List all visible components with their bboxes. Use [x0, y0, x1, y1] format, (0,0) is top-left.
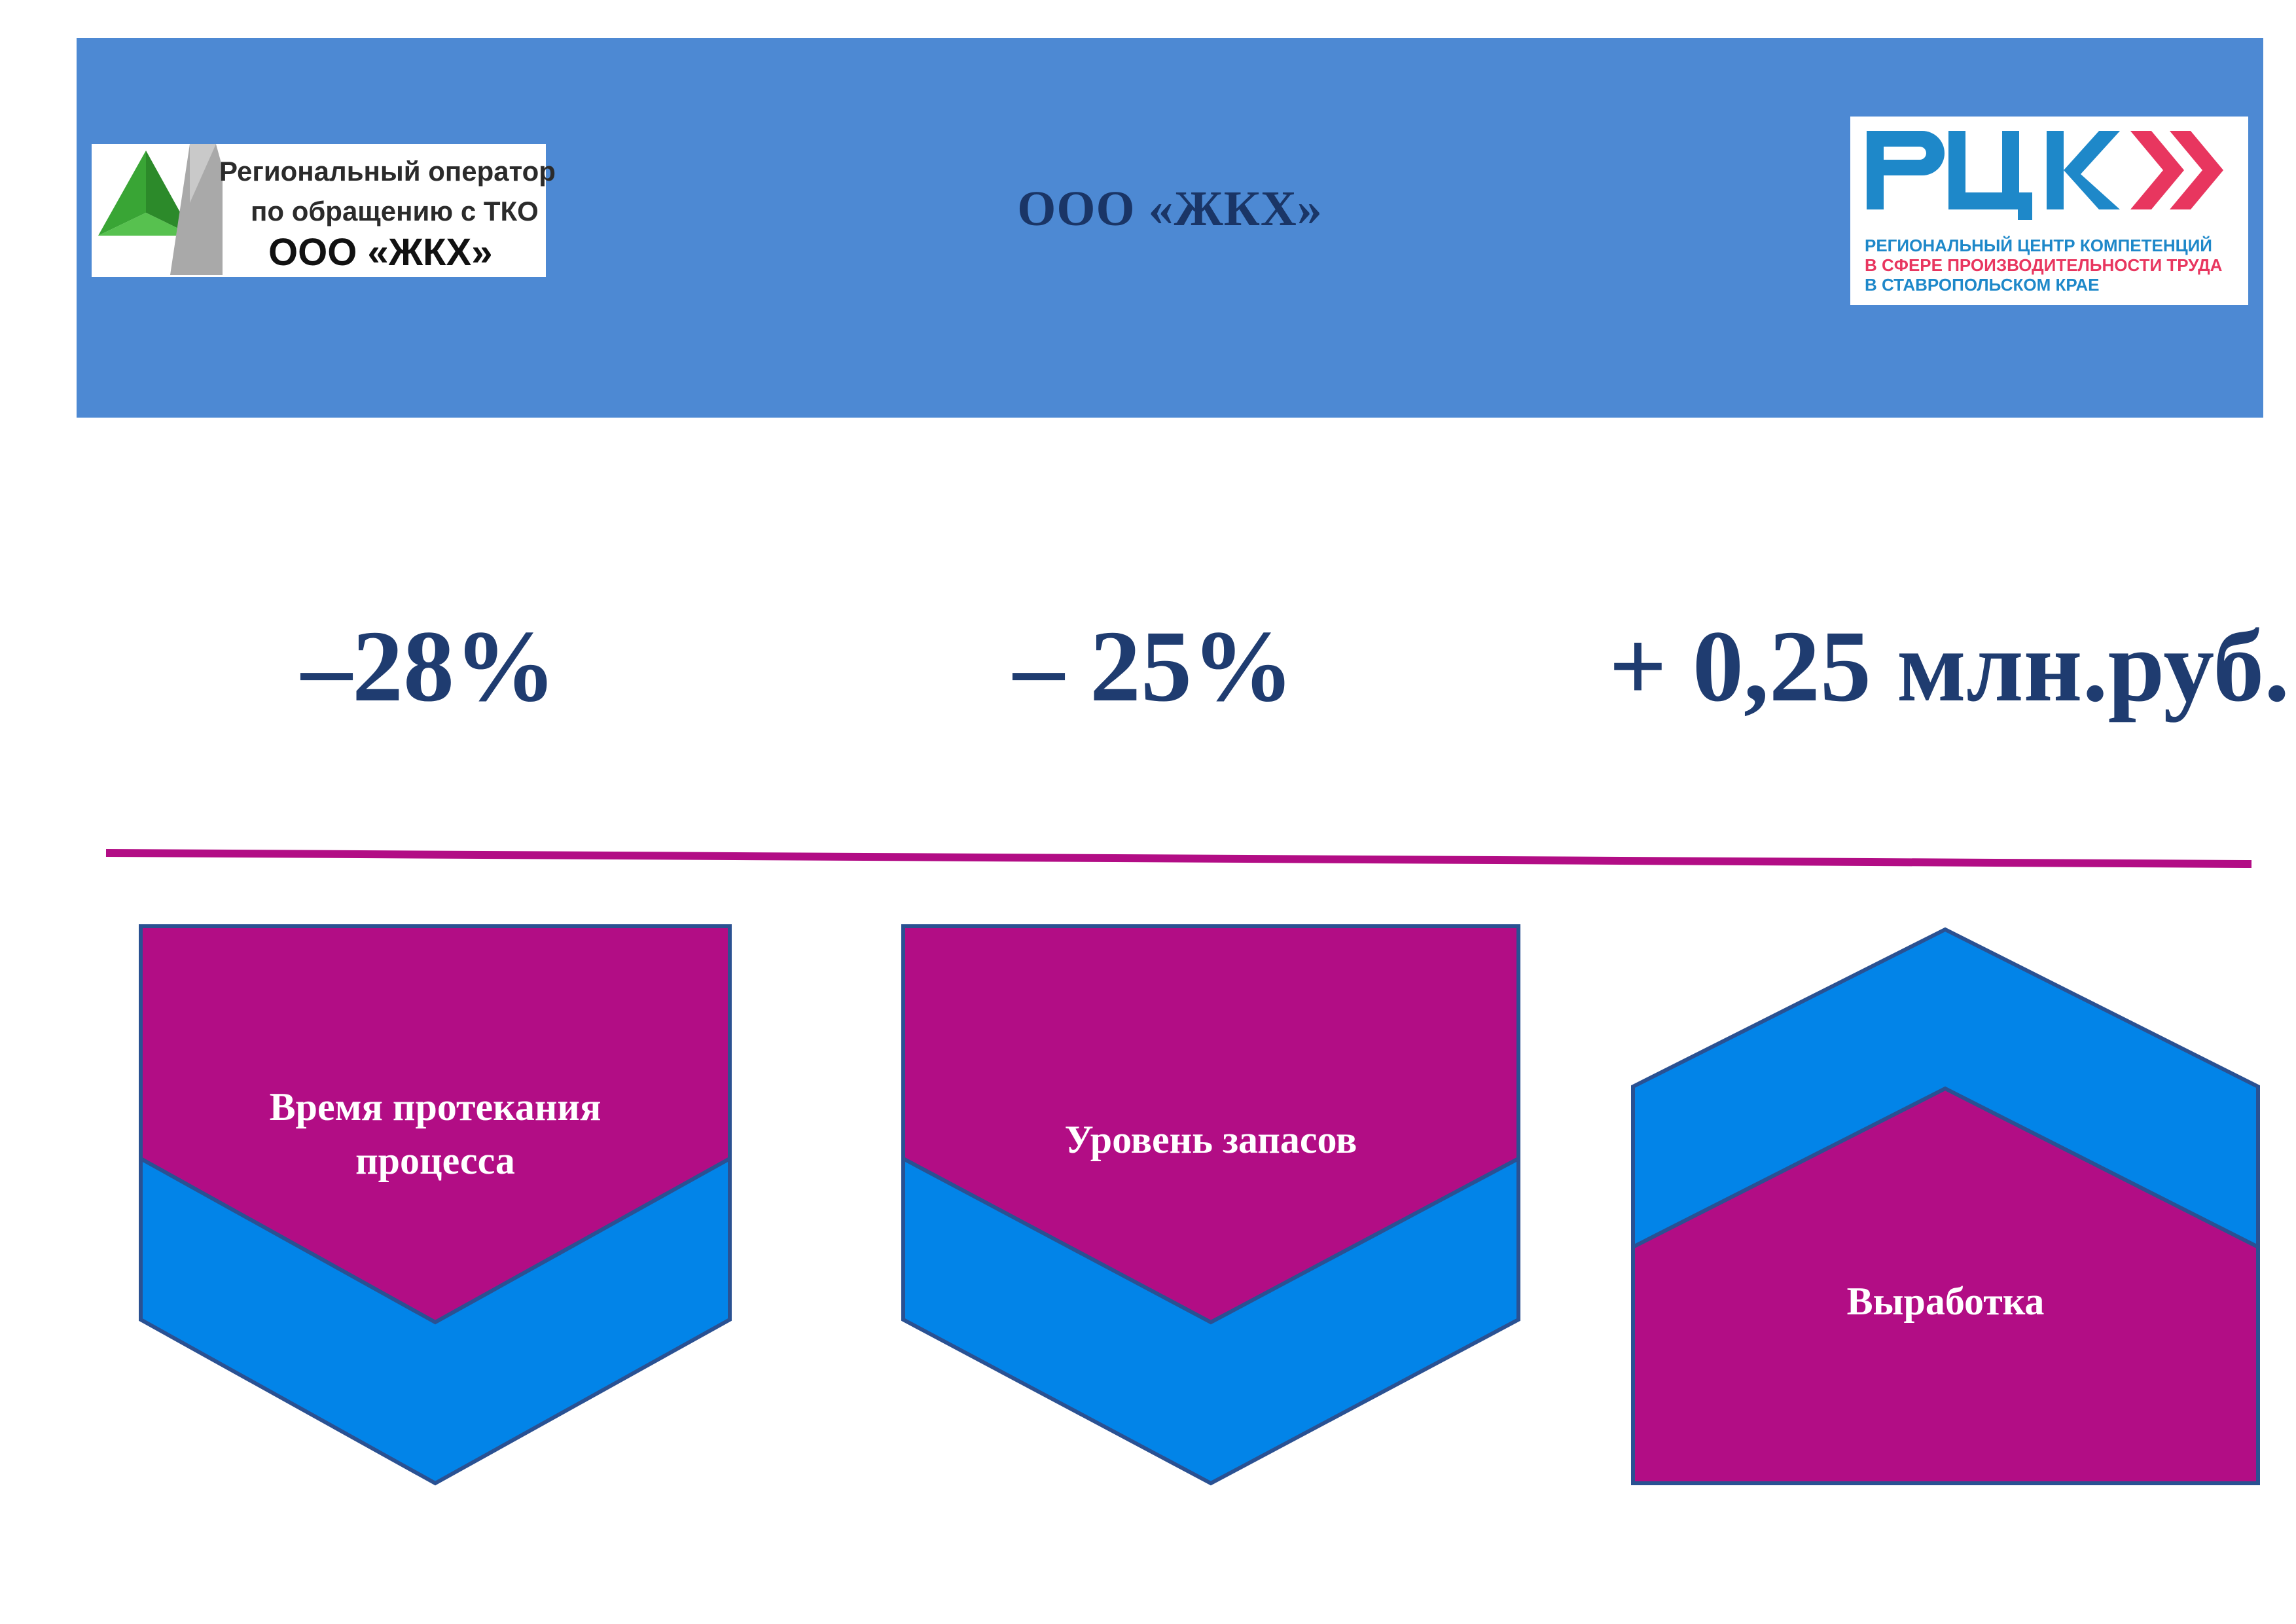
indicator-label-line2: процесса — [355, 1139, 515, 1182]
divider-line — [105, 849, 2252, 868]
logo-left-line2: по обращению с ТКО — [251, 196, 539, 226]
logo-left-line3: ООО «ЖКХ» — [268, 231, 493, 274]
metric-output: + 0,25 млн.руб. — [1609, 609, 2290, 723]
down-arrow-back-icon — [139, 1157, 732, 1486]
indicator-label-line1: Время протекания — [269, 1085, 601, 1128]
logo-left-line1: Региональный оператор — [219, 156, 556, 187]
down-arrow-back-icon — [901, 1157, 1520, 1486]
logo-right-line1: РЕГИОНАЛЬНЫЙ ЦЕНТР КОМПЕТЕНЦИЙ — [1865, 236, 2212, 255]
indicator-label-output: Выработка — [1846, 1280, 2045, 1323]
indicator-label-process-time: Время протекания процесса — [206, 1080, 664, 1187]
rck-logo: РЕГИОНАЛЬНЫЙ ЦЕНТР КОМПЕТЕНЦИЙ В СФЕРЕ П… — [1850, 117, 2248, 305]
logo-right-line2: В СФЕРЕ ПРОИЗВОДИТЕЛЬНОСТИ ТРУДА — [1865, 255, 2223, 275]
logo-right-line3: В СТАВРОПОЛЬСКОМ КРАЕ — [1865, 275, 2100, 295]
header-title: ООО «ЖКХ» — [1017, 181, 1323, 236]
zhkh-logo: Региональный оператор по обращению с ТКО… — [92, 144, 556, 277]
triangle-logo-icon — [98, 144, 223, 275]
up-arrow-back-icon — [1631, 927, 2260, 1249]
indicator-label-inventory-level: Уровень запасов — [1064, 1118, 1357, 1161]
metric-inventory-level: – 25% — [1013, 609, 1294, 723]
rck-mark-icon — [1867, 131, 2223, 220]
metric-process-time: –28% — [301, 609, 556, 723]
